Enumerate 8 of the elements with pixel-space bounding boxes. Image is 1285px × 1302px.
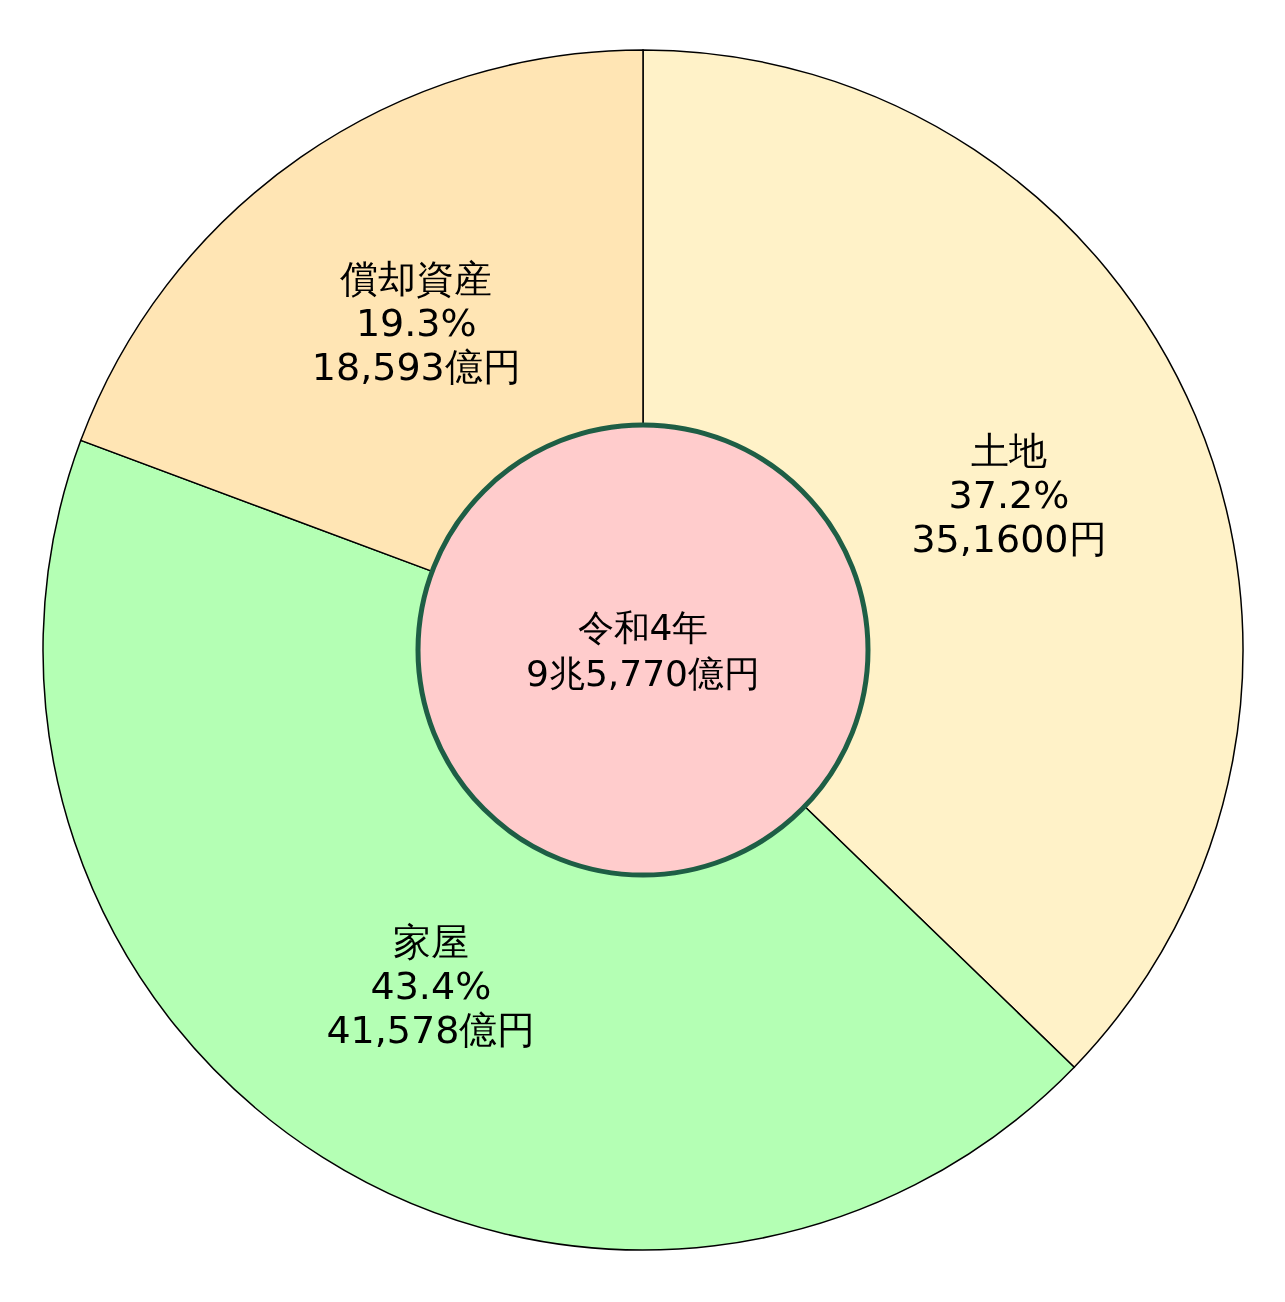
slice-label: 土地 (970, 428, 1047, 473)
text: 9兆5,770億円 (526, 652, 760, 694)
slice-label: 償却資産 (340, 257, 493, 302)
text: 令和4年 (577, 606, 709, 648)
data-label: 43.4% 41,578億円 (326, 964, 536, 1053)
data-label: 37.2% 35,1600円 (911, 472, 1107, 561)
data-label: 19.3% 18,593億円 (311, 301, 521, 390)
slice-label: 家屋 (392, 920, 469, 965)
